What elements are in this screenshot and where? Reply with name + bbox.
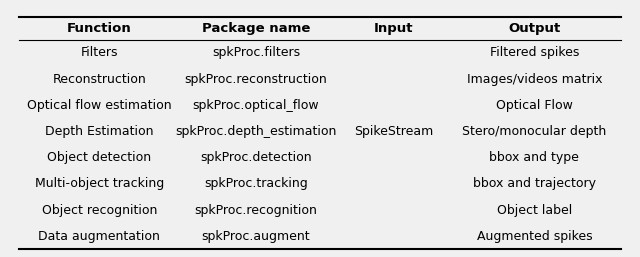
Text: Filters: Filters	[81, 47, 118, 59]
Text: Reconstruction: Reconstruction	[52, 73, 146, 86]
Text: SpikeStream: SpikeStream	[354, 125, 433, 138]
Text: Optical flow estimation: Optical flow estimation	[27, 99, 172, 112]
Text: spkProc.recognition: spkProc.recognition	[195, 204, 317, 216]
Text: spkProc.filters: spkProc.filters	[212, 47, 300, 59]
Text: Filtered spikes: Filtered spikes	[490, 47, 579, 59]
Text: Object detection: Object detection	[47, 151, 151, 164]
Text: Stero/monocular depth: Stero/monocular depth	[462, 125, 607, 138]
Text: spkProc.augment: spkProc.augment	[202, 230, 310, 243]
Text: Images/videos matrix: Images/videos matrix	[467, 73, 602, 86]
Text: Input: Input	[374, 22, 413, 35]
Text: Function: Function	[67, 22, 132, 35]
Text: Optical Flow: Optical Flow	[496, 99, 573, 112]
Text: bbox and type: bbox and type	[490, 151, 579, 164]
Text: Package name: Package name	[202, 22, 310, 35]
Text: spkProc.optical_flow: spkProc.optical_flow	[193, 99, 319, 112]
Text: spkProc.detection: spkProc.detection	[200, 151, 312, 164]
Text: Object recognition: Object recognition	[42, 204, 157, 216]
Text: spkProc.depth_estimation: spkProc.depth_estimation	[175, 125, 337, 138]
Text: Depth Estimation: Depth Estimation	[45, 125, 154, 138]
Text: Augmented spikes: Augmented spikes	[477, 230, 592, 243]
Text: spkProc.tracking: spkProc.tracking	[204, 177, 308, 190]
Text: Object label: Object label	[497, 204, 572, 216]
Text: Multi-object tracking: Multi-object tracking	[35, 177, 164, 190]
Text: bbox and trajectory: bbox and trajectory	[473, 177, 596, 190]
Text: Data augmentation: Data augmentation	[38, 230, 160, 243]
Text: spkProc.reconstruction: spkProc.reconstruction	[184, 73, 328, 86]
Text: Output: Output	[508, 22, 561, 35]
